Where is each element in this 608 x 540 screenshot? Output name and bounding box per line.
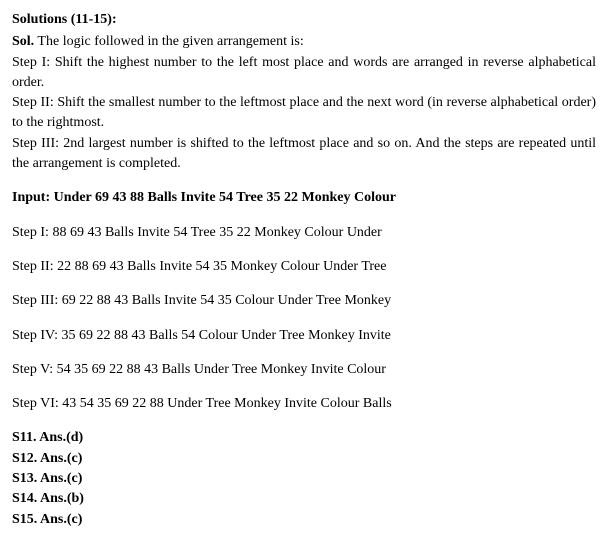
logic-step-3: Step III: 2nd largest number is shifted … [12, 134, 596, 175]
answer-13: S13. Ans.(c) [12, 469, 596, 489]
step-4: Step IV: 35 69 22 88 43 Balls 54 Colour … [12, 326, 596, 346]
step-3: Step III: 69 22 88 43 Balls Invite 54 35… [12, 291, 596, 311]
logic-step-2: Step II: Shift the smallest number to th… [12, 93, 596, 134]
solutions-title: Solutions (11-15): [12, 10, 596, 30]
logic-intro-line: Sol. The logic followed in the given arr… [12, 32, 596, 52]
answer-14: S14. Ans.(b) [12, 489, 596, 509]
intro-text: The logic followed in the given arrangem… [34, 34, 304, 49]
step-5: Step V: 54 35 69 22 88 43 Balls Under Tr… [12, 360, 596, 380]
sol-label: Sol. [12, 34, 34, 49]
answer-12: S12. Ans.(c) [12, 449, 596, 469]
step-6: Step VI: 43 54 35 69 22 88 Under Tree Mo… [12, 394, 596, 414]
solutions-header: Solutions (11-15): Sol. The logic follow… [12, 10, 596, 174]
step-2: Step II: 22 88 69 43 Balls Invite 54 35 … [12, 257, 596, 277]
logic-step-1: Step I: Shift the highest number to the … [12, 53, 596, 94]
step-1: Step I: 88 69 43 Balls Invite 54 Tree 35… [12, 223, 596, 243]
answer-11: S11. Ans.(d) [12, 428, 596, 448]
input-line: Input: Under 69 43 88 Balls Invite 54 Tr… [12, 188, 596, 208]
answers-block: S11. Ans.(d) S12. Ans.(c) S13. Ans.(c) S… [12, 428, 596, 529]
